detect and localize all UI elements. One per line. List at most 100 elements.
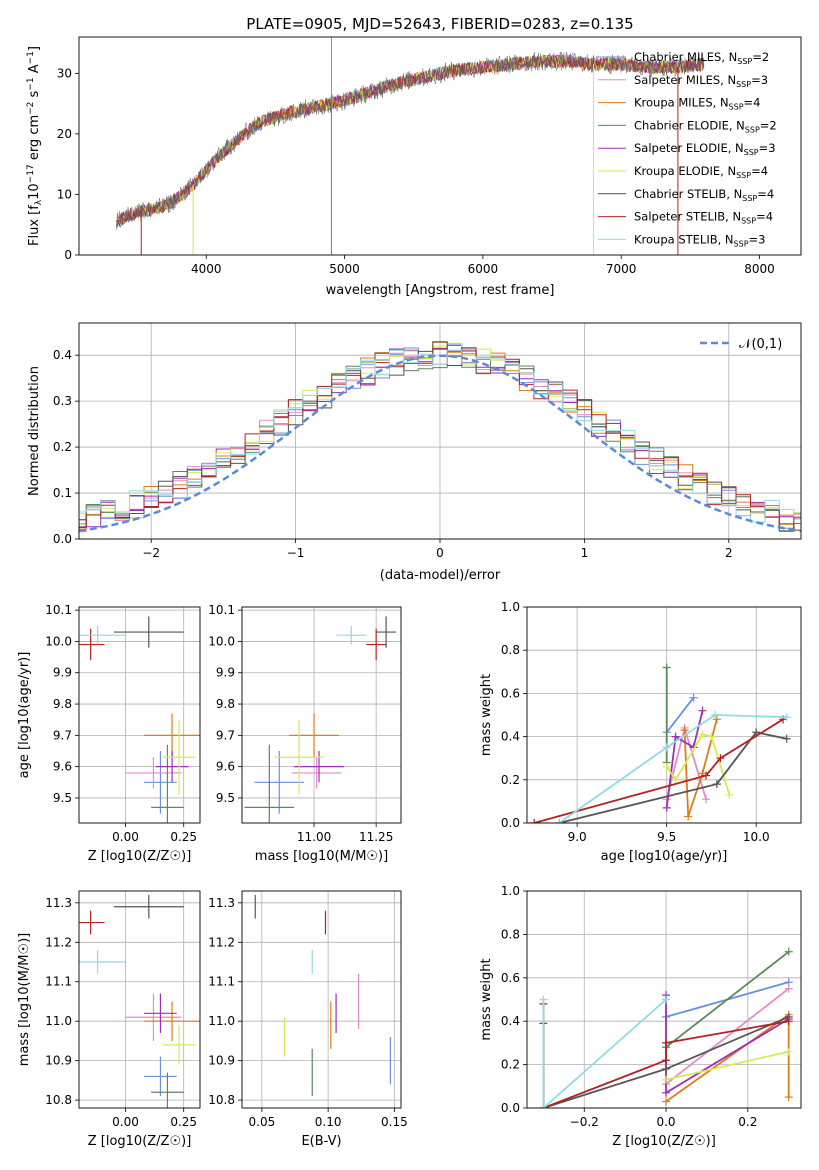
weight-marker-salp_elodie	[698, 706, 707, 715]
y-tick-label: 10.1	[45, 603, 72, 617]
legend-entry: Chabrier MILES, NSSP=2	[634, 50, 769, 66]
errorbar-krou_miles	[289, 713, 339, 758]
errorbar-chab_stelib	[113, 894, 184, 919]
y-tick-label: 0.2	[501, 773, 520, 787]
errorbar-salp_stelib	[79, 628, 105, 661]
weight-marker-krou_stelib	[539, 995, 548, 1004]
weight-line-chab_stelib	[558, 731, 787, 823]
weight-marker-krou_stelib	[662, 995, 671, 1004]
y-tick-label: 9.6	[216, 760, 235, 774]
weight-marker-krou_elodie	[707, 732, 716, 741]
weight-marker-salp_elodie	[671, 732, 680, 741]
axes-frame	[526, 606, 802, 824]
panel-weight_vs_age: 9.0 9.5 10.0 0.0 0.2 0.4 0.6 0.8 1.0 age [log10(a…	[479, 600, 802, 864]
plot-area	[530, 663, 791, 823]
x-axis-label: E(B-V)	[301, 1134, 341, 1149]
y-tick-label: 0.8	[501, 927, 520, 941]
x-axis-label: (data-model)/error	[380, 568, 501, 583]
weight-marker-krou_miles	[784, 1093, 793, 1102]
y-tick-label: 11.1	[45, 975, 72, 989]
x-tick-label: 4000	[191, 262, 222, 276]
errorbar-krou_elodie	[274, 719, 324, 795]
legend-entry: Salpeter STELIB, NSSP=4	[634, 210, 773, 226]
model-spectrum-krou_elodie	[115, 54, 705, 226]
errorbar-chab_stelib	[113, 616, 184, 648]
x-axis-label: age [log10(age/yr)]	[601, 849, 728, 864]
x-axis-label: Z [log10(Z/Z☉)]	[88, 849, 192, 864]
histogram-chab_stelib	[79, 341, 801, 532]
gaussian-curve	[79, 354, 801, 533]
histogram-krou_stelib	[79, 349, 801, 523]
figure-title: PLATE=0905, MJD=52643, FIBERID=0283, z=0…	[246, 15, 633, 33]
weight-line-krou_stelib	[558, 714, 787, 823]
weight-line-krou_elodie	[665, 1050, 789, 1081]
weight-marker-salp_elodie	[662, 1088, 671, 1097]
y-tick-label: 0.6	[501, 686, 520, 700]
legend-entry: Chabrier STELIB, NSSP=4	[634, 187, 774, 203]
y-tick-label: 10	[57, 187, 72, 201]
x-axis-label: mass [log10(M/M☉)]	[255, 849, 388, 864]
y-tick-label: 0.2	[53, 440, 72, 454]
weight-line-salp_miles	[665, 987, 790, 1085]
panel-mass_vs_ebv: 0.05 0.10 0.15 10.8 10.9 11.0 11.1 11.2 11.3 E(B-…	[208, 890, 408, 1149]
weight-marker-krou_stelib	[539, 1104, 548, 1108]
panel-mass_vs_Z: 0.00 0.25 10.8 10.9 11.0 11.1 11.2 11.3 Z [log10…	[17, 890, 201, 1149]
y-tick-label: 10.8	[208, 1093, 235, 1107]
x-tick-label: 2	[725, 546, 733, 560]
y-tick-label: 11.2	[45, 935, 72, 949]
weight-marker-krou_elodie	[671, 775, 680, 784]
legend-entry: Salpeter MILES, NSSP=3	[634, 73, 768, 89]
weight-marker-salp_miles	[784, 984, 793, 993]
x-tick-label: 11.25	[359, 830, 393, 844]
observed-spectrum	[116, 51, 705, 231]
plot-area	[115, 37, 705, 255]
y-axis-label: mass weight	[479, 958, 494, 1040]
weight-marker-krou_elodie	[662, 1075, 671, 1084]
weight-line-krou_miles	[683, 719, 718, 817]
x-axis-label: Z [log10(Z/Z☉)]	[612, 1134, 716, 1149]
axes-frame	[78, 890, 201, 1109]
errorbar-chab_miles	[254, 751, 305, 814]
weight-marker-salp_elodie	[662, 803, 671, 812]
x-tick-label: 0.0	[656, 1115, 675, 1129]
x-tick-label: 7000	[606, 262, 637, 276]
weight-marker-chab_stelib	[782, 734, 791, 743]
weight-marker-chab_elodie	[662, 663, 671, 672]
errorbar-chab_stelib	[376, 616, 397, 648]
y-tick-label: 11.0	[208, 1014, 235, 1028]
y-tick-label: 0.6	[501, 971, 520, 985]
errorbar-salp_elodie	[155, 751, 189, 783]
y-tick-label: 0.0	[501, 1101, 520, 1115]
legend-entry: Kroupa STELIB, NSSP=3	[634, 232, 765, 248]
weight-marker-krou_miles	[684, 812, 693, 821]
legend-entry: Kroupa ELODIE, NSSP=4	[634, 164, 768, 180]
y-tick-label: 0.0	[501, 816, 520, 830]
errorbar-salp_miles	[125, 757, 182, 789]
y-tick-label: 9.9	[53, 666, 72, 680]
y-tick-label: 30	[57, 66, 72, 80]
y-tick-label: 1.0	[501, 600, 520, 614]
model-spectrum-chab_elodie	[115, 54, 705, 228]
y-tick-label: 20	[57, 127, 72, 141]
weight-marker-chab_stelib	[662, 1064, 671, 1073]
x-tick-label: 5000	[329, 262, 360, 276]
x-tick-label: 6000	[468, 262, 499, 276]
weight-marker-salp_stelib	[662, 1056, 671, 1065]
x-tick-label: 9.0	[568, 830, 587, 844]
errorbar-salp_miles	[125, 993, 182, 1041]
axes-frame	[78, 36, 802, 256]
weight-marker-chab_elodie	[784, 947, 793, 956]
y-tick-label: 9.5	[216, 791, 235, 805]
weight-marker-salp_stelib	[784, 1017, 793, 1026]
y-tick-label: 9.8	[216, 697, 235, 711]
y-axis-label: mass weight	[479, 674, 494, 756]
panel-age_vs_mass: 11.00 11.25 9.5 9.6 9.7 9.8 9.9 10.0 10.1 mass [l…	[208, 603, 402, 864]
panel-residuals: −2 −1 0 1 2 0.0 0.1 0.2 0.3 0.4 𝒩(0,1) (data-model)…	[27, 322, 802, 583]
y-tick-label: 10.0	[208, 634, 235, 648]
axes-frame	[241, 606, 402, 824]
weight-marker-krou_stelib	[662, 743, 671, 752]
y-tick-label: 0.4	[501, 730, 520, 744]
y-axis-label: age [log10(age/yr)]	[17, 652, 32, 779]
x-tick-label: −2	[142, 546, 160, 560]
y-tick-label: 11.1	[208, 975, 235, 989]
